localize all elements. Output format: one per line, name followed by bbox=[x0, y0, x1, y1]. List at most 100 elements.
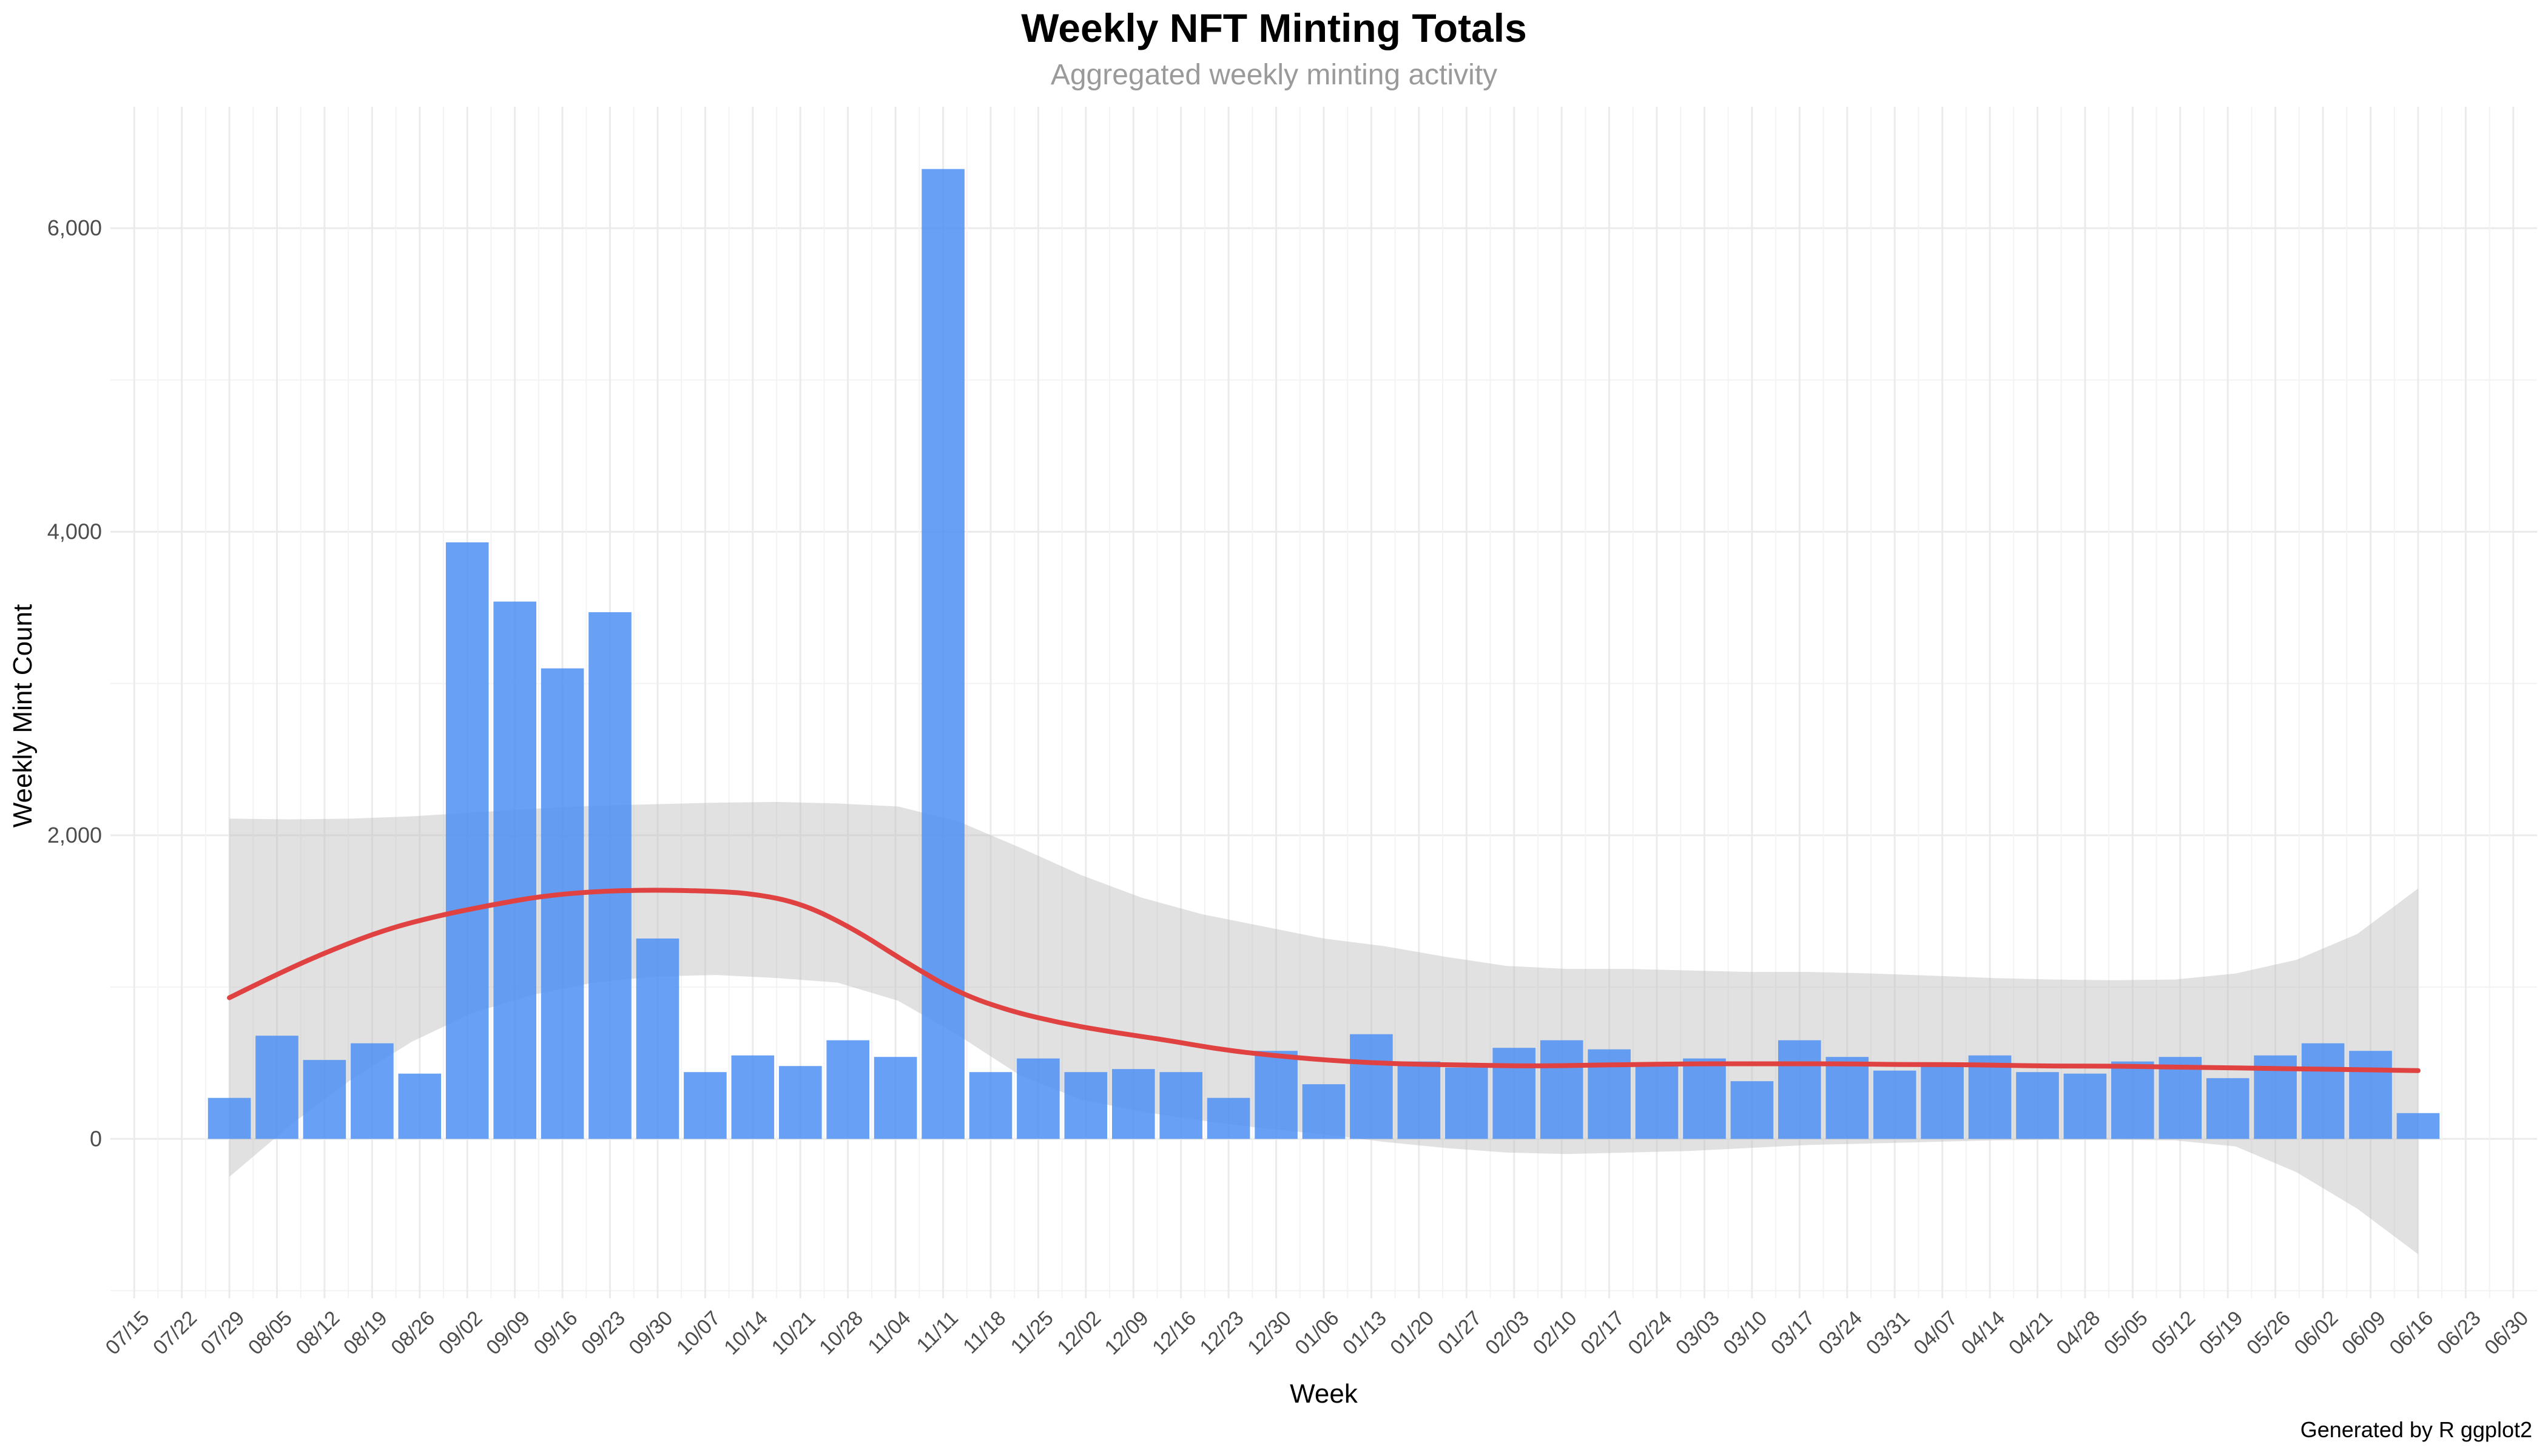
y-axis-title: Weekly Mint Count bbox=[8, 604, 38, 827]
x-tick-label: 11/18 bbox=[959, 1307, 1010, 1358]
bar-04-21 bbox=[2016, 1072, 2059, 1139]
x-tick-label: 03/03 bbox=[1671, 1307, 1724, 1360]
bar-12-30 bbox=[1255, 1051, 1298, 1139]
y-tick-label: 0 bbox=[90, 1126, 102, 1151]
x-tick-label: 10/07 bbox=[672, 1307, 725, 1360]
bar-09-30 bbox=[636, 939, 679, 1139]
x-tick-label: 03/10 bbox=[1719, 1307, 1771, 1360]
smooth-trend-line bbox=[227, 888, 2421, 1073]
bar-12-23 bbox=[1207, 1097, 1250, 1139]
bar-04-28 bbox=[2063, 1073, 2107, 1139]
bar-12-16 bbox=[1159, 1072, 1202, 1139]
confidence-ribbon-layer bbox=[229, 801, 2418, 1255]
x-tick-label: 12/23 bbox=[1196, 1307, 1249, 1360]
x-tick-label: 06/23 bbox=[2433, 1307, 2486, 1360]
x-tick-label: 01/20 bbox=[1386, 1307, 1438, 1360]
bar-01-06 bbox=[1302, 1084, 1346, 1139]
x-tick-label: 09/30 bbox=[624, 1307, 677, 1360]
bar-10-28 bbox=[826, 1040, 869, 1139]
x-tick-label: 10/21 bbox=[767, 1307, 820, 1360]
bar-03-24 bbox=[1825, 1057, 1869, 1139]
chart-caption: Generated by R ggplot2 bbox=[2300, 1417, 2532, 1442]
chart-subtitle: Aggregated weekly minting activity bbox=[1050, 59, 1498, 91]
x-tick-label: 06/16 bbox=[2385, 1307, 2438, 1360]
y-tick-label: 2,000 bbox=[47, 823, 102, 848]
bar-05-19 bbox=[2206, 1078, 2250, 1139]
x-tick-label: 10/28 bbox=[815, 1307, 868, 1360]
bar-02-03 bbox=[1492, 1048, 1535, 1139]
x-tick-label: 11/11 bbox=[912, 1307, 963, 1357]
x-tick-label: 09/09 bbox=[482, 1307, 534, 1360]
x-tick-label: 09/23 bbox=[577, 1307, 630, 1360]
x-tick-label: 07/15 bbox=[101, 1307, 154, 1360]
x-tick-label: 05/26 bbox=[2242, 1307, 2295, 1360]
y-tick-label: 6,000 bbox=[47, 215, 102, 240]
bar-08-12 bbox=[303, 1060, 346, 1139]
x-tick-label: 08/12 bbox=[291, 1307, 344, 1360]
bar-03-10 bbox=[1730, 1081, 1774, 1139]
x-tick-label: 03/31 bbox=[1862, 1307, 1915, 1360]
bar-09-09 bbox=[493, 601, 536, 1139]
x-tick-label: 03/17 bbox=[1767, 1307, 1819, 1360]
bar-10-07 bbox=[684, 1072, 727, 1139]
bar-05-05 bbox=[2111, 1061, 2154, 1139]
x-tick-label: 02/03 bbox=[1481, 1307, 1534, 1360]
y-axis-ticks: 0 2,000 4,000 6,000 bbox=[47, 215, 102, 1151]
x-tick-label: 12/30 bbox=[1243, 1307, 1296, 1360]
bar-01-20 bbox=[1397, 1061, 1441, 1139]
x-tick-label: 02/17 bbox=[1576, 1307, 1629, 1360]
bar-05-12 bbox=[2159, 1057, 2202, 1139]
x-tick-label: 12/02 bbox=[1053, 1307, 1105, 1360]
bars-layer bbox=[207, 169, 2440, 1139]
bar-08-26 bbox=[398, 1073, 442, 1139]
bar-12-09 bbox=[1112, 1069, 1155, 1139]
x-tick-label: 05/19 bbox=[2195, 1307, 2248, 1360]
x-tick-label: 04/07 bbox=[1909, 1307, 1962, 1360]
bar-07-29 bbox=[207, 1097, 251, 1139]
bar-11-25 bbox=[1017, 1058, 1060, 1139]
bar-04-14 bbox=[1968, 1055, 2012, 1139]
x-tick-label: 01/06 bbox=[1290, 1307, 1343, 1360]
x-tick-label: 04/14 bbox=[1956, 1307, 2009, 1360]
x-tick-label: 04/28 bbox=[2052, 1307, 2105, 1360]
x-tick-label: 07/29 bbox=[197, 1307, 249, 1360]
x-tick-label: 10/14 bbox=[720, 1307, 772, 1360]
bar-03-17 bbox=[1778, 1040, 1821, 1139]
confidence-ribbon bbox=[229, 801, 2418, 1255]
bar-03-31 bbox=[1873, 1070, 1916, 1139]
bar-12-02 bbox=[1064, 1072, 1108, 1139]
bar-09-23 bbox=[588, 612, 632, 1139]
bar-11-04 bbox=[874, 1057, 917, 1139]
x-tick-label: 07/22 bbox=[149, 1307, 201, 1360]
x-tick-label: 12/16 bbox=[1148, 1307, 1201, 1360]
x-tick-label: 11/04 bbox=[863, 1307, 915, 1358]
x-tick-label: 06/09 bbox=[2337, 1307, 2390, 1360]
x-tick-label: 05/12 bbox=[2147, 1307, 2200, 1360]
bar-10-14 bbox=[731, 1055, 775, 1139]
bar-01-27 bbox=[1445, 1067, 1488, 1139]
bar-06-09 bbox=[2349, 1051, 2392, 1139]
bar-09-02 bbox=[445, 542, 489, 1139]
bar-06-16 bbox=[2396, 1113, 2440, 1139]
bar-09-16 bbox=[541, 668, 584, 1139]
x-axis-ticks: 07/1507/2207/2908/0508/1208/1908/2609/02… bbox=[101, 1307, 2533, 1360]
x-tick-label: 01/27 bbox=[1434, 1307, 1486, 1360]
smooth-line-layer bbox=[227, 888, 2421, 1073]
x-tick-label: 02/10 bbox=[1529, 1307, 1582, 1360]
x-tick-label: 05/05 bbox=[2100, 1307, 2152, 1360]
x-tick-label: 09/16 bbox=[530, 1307, 582, 1360]
x-tick-label: 11/25 bbox=[1006, 1307, 1058, 1358]
y-tick-label: 4,000 bbox=[47, 519, 102, 544]
x-tick-label: 03/24 bbox=[1814, 1307, 1867, 1360]
x-tick-label: 09/02 bbox=[434, 1307, 487, 1360]
chart-title: Weekly NFT Minting Totals bbox=[1021, 5, 1527, 50]
x-tick-label: 12/09 bbox=[1100, 1307, 1153, 1360]
x-axis-title: Week bbox=[1290, 1379, 1358, 1409]
bar-08-05 bbox=[255, 1036, 298, 1139]
bar-10-21 bbox=[779, 1066, 822, 1139]
x-tick-label: 06/30 bbox=[2480, 1307, 2533, 1360]
x-tick-label: 08/05 bbox=[244, 1307, 297, 1360]
bar-02-24 bbox=[1635, 1066, 1679, 1139]
bar-04-07 bbox=[1921, 1066, 1964, 1139]
